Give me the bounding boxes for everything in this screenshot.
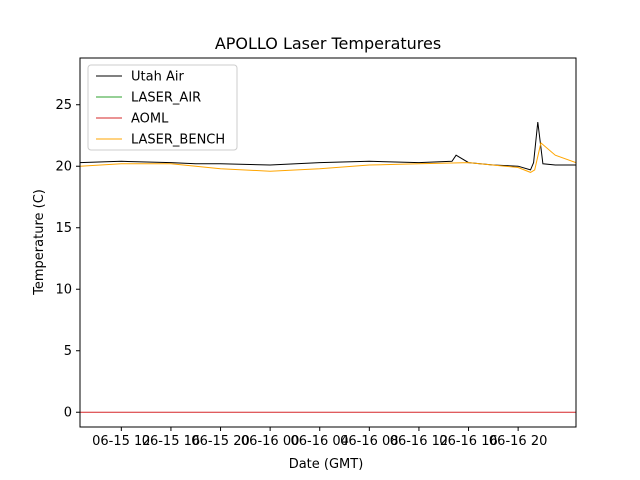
x-tick-label-6: 06-16 12 [390, 434, 448, 449]
y-tick-label-4: 20 [55, 160, 72, 175]
legend: Utah Air LASER_AIR AOML LASER_BENCH [87, 64, 238, 151]
y-axis-label: Temperature (C) [32, 189, 47, 296]
legend-label-1: LASER_AIR [131, 91, 201, 106]
plot-area [79, 57, 577, 428]
series-line-0 [80, 121, 576, 171]
x-tick-label-4: 06-16 04 [291, 434, 349, 449]
legend-label-0: Utah Air [131, 70, 184, 85]
chart-title: APOLLO Laser Temperatures [215, 34, 441, 53]
y-tick-label-0: 0 [64, 406, 72, 421]
legend-entries: Utah Air LASER_AIR AOML LASER_BENCH [96, 70, 225, 148]
legend-label-2: AOML [131, 112, 169, 127]
x-tick-label-1: 06-15 16 [142, 434, 200, 449]
y-tick-label-1: 5 [64, 344, 72, 359]
legend-label-3: LASER_BENCH [131, 133, 225, 148]
y-tick-label-2: 10 [55, 283, 72, 298]
x-tick-label-2: 06-15 20 [191, 434, 249, 449]
series-group [80, 121, 576, 413]
x-tick-label-5: 06-16 08 [340, 434, 398, 449]
x-tick-label-0: 06-15 12 [92, 434, 150, 449]
series-line-3 [80, 141, 576, 173]
legend-box [87, 64, 238, 151]
x-tick-label-8: 06-16 20 [489, 434, 547, 449]
x-tick-label-7: 06-16 16 [439, 434, 497, 449]
y-tick-label-3: 15 [55, 221, 72, 236]
plot-frame [79, 57, 577, 428]
y-axis: 0 5 10 15 20 25 [55, 98, 80, 421]
x-tick-label-3: 06-16 00 [241, 434, 299, 449]
y-tick-label-5: 25 [55, 98, 72, 113]
x-axis-label: Date (GMT) [289, 457, 364, 472]
